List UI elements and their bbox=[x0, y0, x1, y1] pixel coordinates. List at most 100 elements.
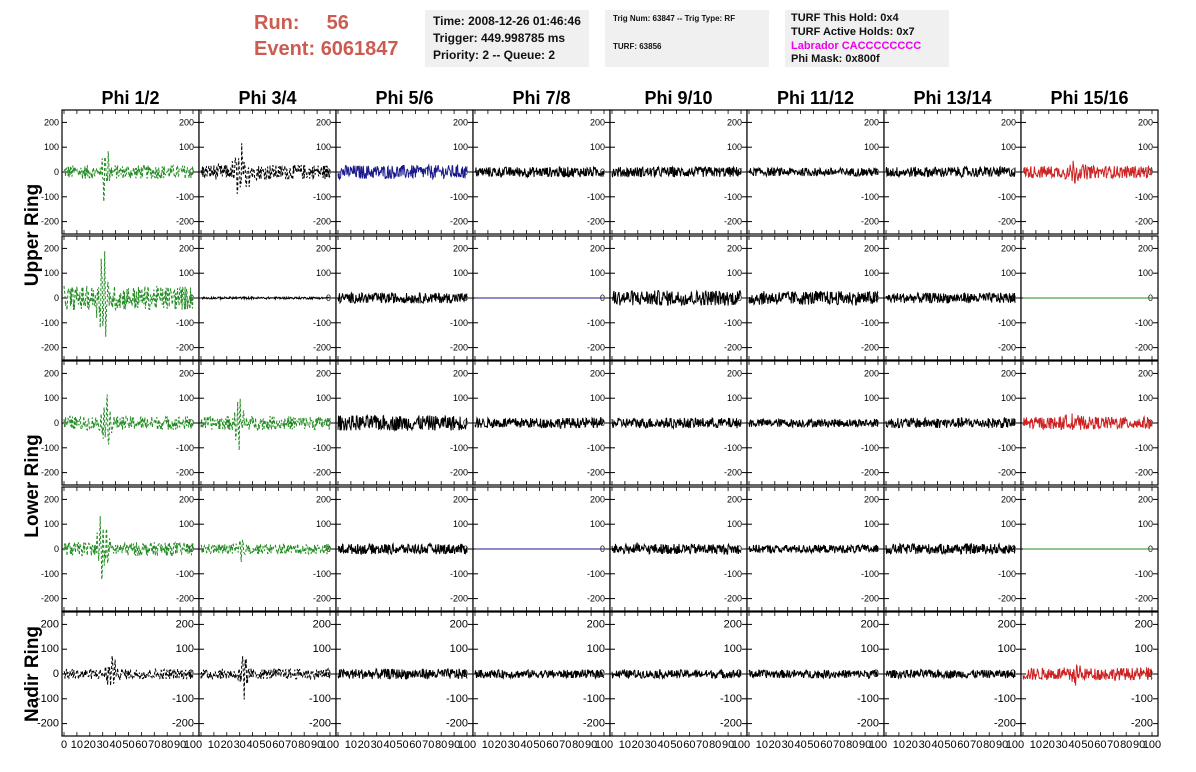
y-tick-label: 200 bbox=[590, 117, 605, 127]
x-tick-label: 20 bbox=[769, 739, 781, 751]
y-tick-label-left: 100 bbox=[44, 268, 59, 278]
y-tick-label: -100 bbox=[450, 318, 468, 328]
y-tick-label: -200 bbox=[450, 343, 468, 353]
waveform-trace bbox=[885, 668, 1016, 680]
y-tick-label: -200 bbox=[861, 217, 879, 227]
y-tick-label: 200 bbox=[453, 368, 468, 378]
y-tick-label: -100 bbox=[587, 443, 605, 453]
y-tick-label: 100 bbox=[316, 268, 331, 278]
y-tick-label: -200 bbox=[450, 594, 468, 604]
y-tick-label: 200 bbox=[316, 243, 331, 253]
y-tick-label: -200 bbox=[1135, 217, 1153, 227]
y-tick-label: 200 bbox=[179, 368, 194, 378]
y-tick-label: -200 bbox=[313, 594, 331, 604]
y-tick-label: 200 bbox=[1138, 368, 1153, 378]
y-tick-label: -100 bbox=[998, 318, 1016, 328]
y-tick-label: 100 bbox=[727, 519, 742, 529]
y-tick-label-left: -100 bbox=[41, 192, 59, 202]
x-tick-label: 80 bbox=[572, 739, 584, 751]
waveform-trace bbox=[885, 165, 1016, 179]
x-tick-label: 50 bbox=[396, 739, 408, 751]
waveform-trace bbox=[63, 151, 194, 202]
x-tick-label: 80 bbox=[298, 739, 310, 751]
waveform-trace bbox=[611, 289, 742, 306]
x-tick-label: 90 bbox=[996, 739, 1008, 751]
y-tick-label: 100 bbox=[864, 268, 879, 278]
waveform-trace bbox=[200, 143, 331, 194]
y-tick-label: -200 bbox=[583, 718, 605, 730]
x-tick-label: 0 bbox=[61, 739, 67, 751]
x-tick-label: 80 bbox=[161, 739, 173, 751]
waveform-trace bbox=[337, 291, 468, 305]
y-tick-label: 100 bbox=[450, 643, 468, 655]
x-tick-label: 90 bbox=[859, 739, 871, 751]
y-tick-label: 200 bbox=[453, 494, 468, 504]
y-tick-label: 200 bbox=[590, 243, 605, 253]
x-tick-label: 30 bbox=[645, 739, 657, 751]
y-tick-label: -200 bbox=[587, 594, 605, 604]
y-tick-label-left: -100 bbox=[41, 569, 59, 579]
x-tick-label: 40 bbox=[794, 739, 806, 751]
x-tick-label: 80 bbox=[983, 739, 995, 751]
y-tick-label-left: -200 bbox=[41, 468, 59, 478]
column-header-1: Phi 1/2 bbox=[101, 88, 159, 108]
y-tick-label: -100 bbox=[176, 318, 194, 328]
waveform-trace bbox=[611, 668, 742, 680]
y-tick-label-left: 0 bbox=[54, 418, 59, 428]
y-tick-label: 0 bbox=[874, 418, 879, 428]
y-tick-label: -200 bbox=[724, 343, 742, 353]
time-info-box: Time: 2008-12-26 01:46:46 Trigger: 449.9… bbox=[425, 10, 589, 67]
x-tick-label: 50 bbox=[122, 739, 134, 751]
y-tick-label: -100 bbox=[861, 318, 879, 328]
y-tick-label: 100 bbox=[176, 643, 194, 655]
y-tick-label: -100 bbox=[313, 569, 331, 579]
y-tick-label: 200 bbox=[179, 117, 194, 127]
x-tick-label: 40 bbox=[1068, 739, 1080, 751]
x-tick-label: 10 bbox=[482, 739, 494, 751]
y-tick-label: -100 bbox=[998, 192, 1016, 202]
x-tick-label: 80 bbox=[435, 739, 447, 751]
event-label: Event: bbox=[254, 38, 316, 60]
x-tick-label: 30 bbox=[782, 739, 794, 751]
y-tick-label: 200 bbox=[179, 494, 194, 504]
y-tick-label: 200 bbox=[450, 618, 468, 630]
x-tick-label: 40 bbox=[931, 739, 943, 751]
y-tick-label: -100 bbox=[450, 569, 468, 579]
x-tick-label: 30 bbox=[371, 739, 383, 751]
turf-active-text: TURF Active Holds: 0x7 bbox=[791, 26, 915, 38]
trigger-text: Trigger: 449.998785 ms bbox=[433, 31, 566, 45]
turf-num-text: TURF: 63856 bbox=[613, 42, 662, 51]
x-tick-label: 30 bbox=[1056, 739, 1068, 751]
y-tick-label: -100 bbox=[450, 192, 468, 202]
y-tick-label: 100 bbox=[727, 142, 742, 152]
ring-label-2: Lower Ring bbox=[22, 434, 43, 537]
waveform-trace bbox=[885, 291, 1016, 304]
turf-hold-text: TURF This Hold: 0x4 bbox=[791, 12, 899, 24]
x-tick-label: 100 bbox=[595, 739, 613, 751]
y-tick-label: 100 bbox=[1138, 393, 1153, 403]
y-tick-label: -200 bbox=[1135, 594, 1153, 604]
y-tick-label-left: -100 bbox=[37, 693, 59, 705]
panel-r4-c5: -200 -100 0 100 200 bbox=[609, 486, 748, 612]
y-tick-label: -100 bbox=[1135, 443, 1153, 453]
y-tick-label-left: 0 bbox=[54, 167, 59, 177]
y-tick-label: -200 bbox=[587, 343, 605, 353]
y-tick-label: -100 bbox=[861, 192, 879, 202]
y-tick-label: -100 bbox=[720, 693, 742, 705]
waveform-trace bbox=[474, 165, 605, 179]
x-tick-label: 80 bbox=[709, 739, 721, 751]
x-tick-label: 70 bbox=[833, 739, 845, 751]
y-tick-label: -200 bbox=[587, 468, 605, 478]
waveform-trace bbox=[611, 165, 742, 179]
waveform-trace bbox=[748, 669, 879, 680]
y-tick-label: -200 bbox=[861, 468, 879, 478]
y-tick-label: 100 bbox=[1001, 142, 1016, 152]
